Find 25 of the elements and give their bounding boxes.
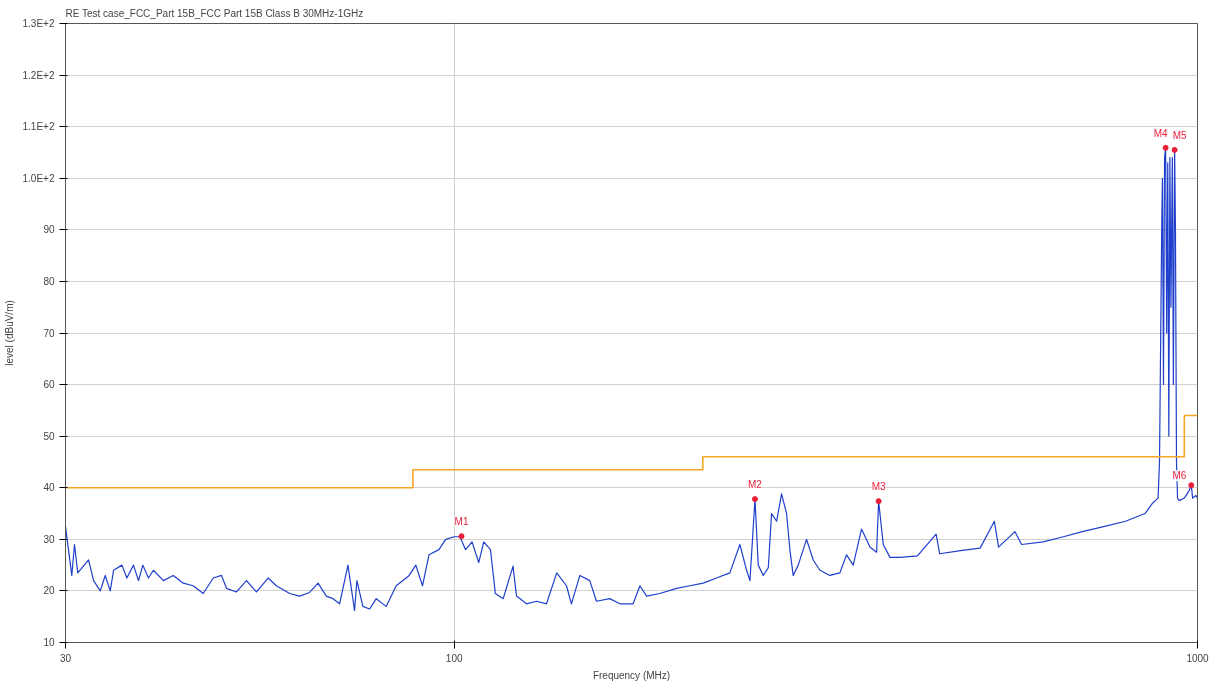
- annotation: M6: [1172, 470, 1187, 482]
- y-tick-label: 1.1E+2: [22, 121, 55, 133]
- x-tick-label: 30: [59, 652, 72, 664]
- x-tick-label: 1000: [1186, 652, 1210, 664]
- annotation: M5: [1172, 129, 1187, 141]
- y-tick-label: 1.2E+2: [22, 69, 55, 81]
- y-tick-label: 1.3E+2: [22, 18, 55, 29]
- y-tick-label: 80: [43, 275, 55, 287]
- annotation: M2: [748, 479, 763, 491]
- y-tick-label: 20: [43, 585, 55, 597]
- y-tick-label: 10: [43, 637, 55, 648]
- y-tick-label: 60: [43, 379, 55, 391]
- y-tick-label: 70: [43, 327, 55, 339]
- y-tick-label: 50: [43, 430, 55, 442]
- x-axis-title: Frequency (MHz): [592, 669, 671, 681]
- chart-title: RE Test case_FCC_Part 15B_FCC Part 15B Class B 30MHz-1GHz: [65, 7, 364, 19]
- x-tick-label: 100: [445, 652, 463, 664]
- annotation: M4: [1153, 127, 1169, 139]
- annotation: M3: [871, 481, 886, 493]
- y-tick-label: 1.0E+2: [22, 172, 55, 184]
- annotation: M1: [454, 516, 469, 528]
- y-axis-title: level (dBuV/m): [3, 300, 15, 366]
- y-tick-label: 90: [43, 224, 55, 236]
- y-tick-label: 40: [43, 482, 55, 494]
- y-tick-label: 30: [43, 533, 55, 545]
